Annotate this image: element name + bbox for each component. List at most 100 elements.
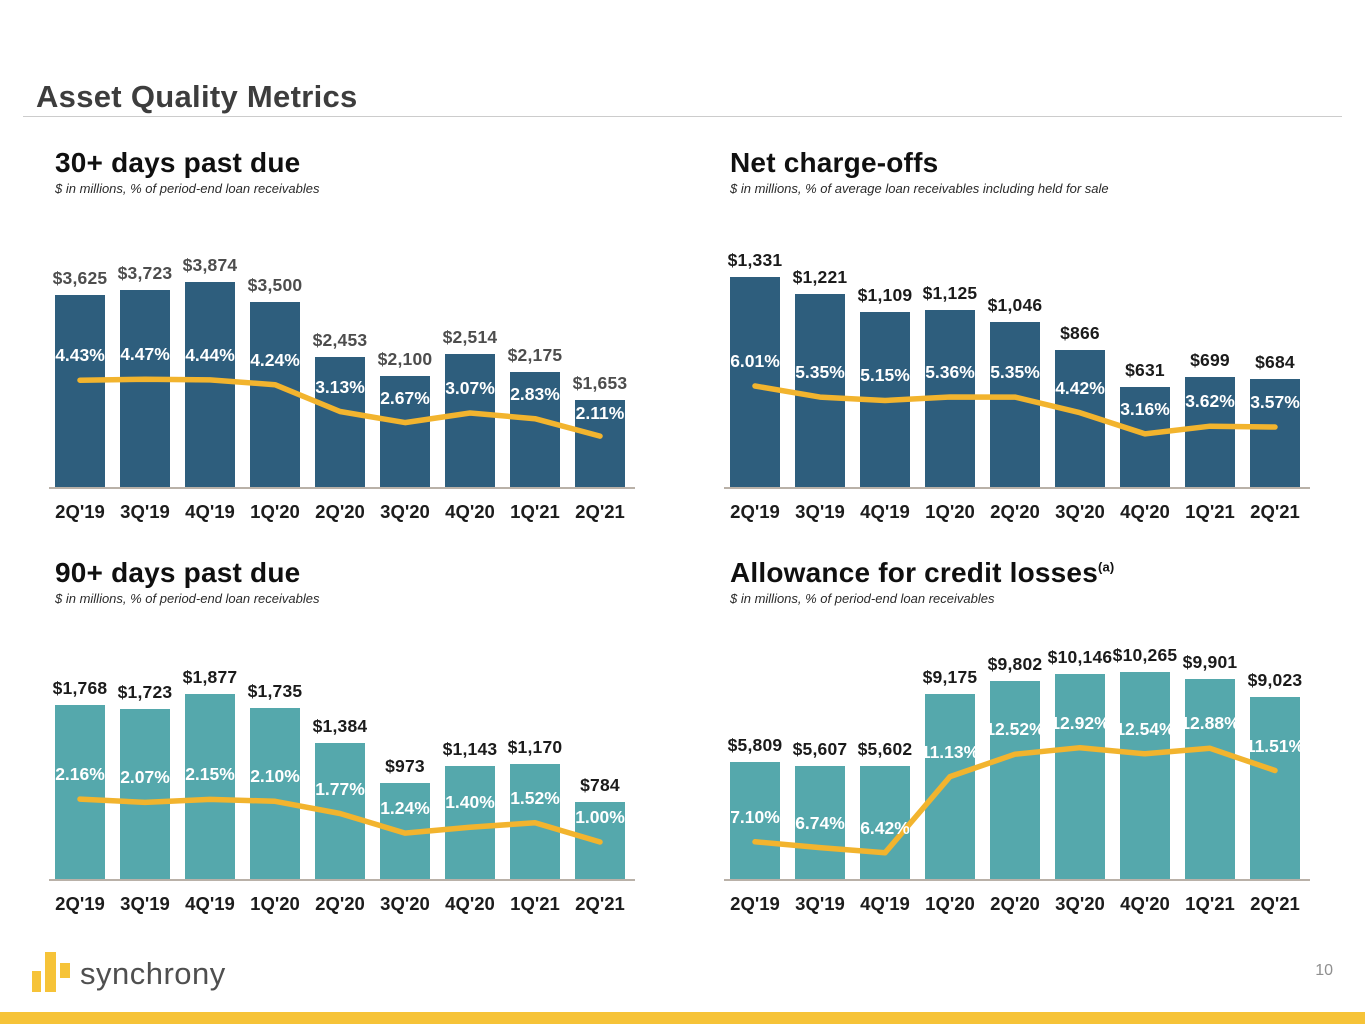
x-axis-baseline: [49, 487, 635, 489]
bar-value-label: $866: [1060, 323, 1100, 344]
bar-value-label: $1,877: [182, 667, 238, 687]
bar-value-label: $9,023: [1247, 670, 1303, 691]
x-axis-tick-label: 3Q'19: [120, 893, 170, 914]
x-axis-tick-label: 3Q'19: [120, 501, 170, 522]
chart-plot: $1,331 6.01% 2Q'19 $1,221 5.35% 3Q'19 $1,109 5.…: [724, 234, 1310, 525]
bar-percent-label: 1.77%: [315, 778, 365, 799]
x-axis-tick-label: 1Q'21: [510, 501, 560, 522]
bar-value-label: $1,125: [922, 282, 978, 303]
bar-value-label: $10,265: [1112, 645, 1178, 665]
bar: [860, 766, 910, 879]
x-axis-tick-label: 1Q'21: [1185, 501, 1235, 522]
bar-percent-label: 11.13%: [920, 741, 980, 762]
bar: [1120, 387, 1170, 487]
bar: [185, 694, 235, 879]
x-axis-tick-label: 2Q'19: [730, 893, 780, 914]
bar: [990, 321, 1040, 487]
bar-percent-label: 1.00%: [575, 807, 625, 827]
trend-line: [77, 796, 603, 845]
bar-value-label: $2,100: [377, 348, 433, 369]
chart-panel-2: Net charge-offs $ in millions, % of avera…: [724, 146, 1330, 525]
bar-percent-label: 2.10%: [250, 766, 300, 787]
bar-percent-label: 4.43%: [55, 345, 105, 366]
x-axis-tick-label: 3Q'20: [380, 501, 430, 522]
bar: [575, 399, 625, 487]
footer-accent-strip: [0, 1012, 1365, 1024]
bar-value-label: $3,874: [182, 255, 238, 275]
bar-percent-label: 4.44%: [185, 344, 235, 365]
bar-percent-label: 6.74%: [795, 812, 845, 833]
trend-line: [752, 744, 1278, 856]
x-axis-tick-label: 4Q'20: [1120, 501, 1170, 522]
bar-value-label: $1,221: [792, 267, 848, 288]
logo-bar-tall: [45, 952, 56, 992]
x-axis-baseline: [49, 879, 635, 881]
x-axis-tick-label: 2Q'19: [55, 501, 105, 522]
bar-percent-label: 12.92%: [1050, 712, 1110, 733]
bar: [55, 704, 105, 879]
bar-value-label: $2,175: [507, 344, 563, 365]
bar-percent-label: 3.07%: [445, 377, 495, 398]
bar-value-label: $684: [1255, 352, 1295, 373]
x-axis-tick-label: 2Q'19: [55, 893, 105, 914]
chart-subtitle: $ in millions, % of period-end loan rece…: [55, 181, 320, 196]
bar-value-label: $1,768: [52, 677, 108, 698]
bar-value-label: $3,625: [52, 268, 108, 289]
x-axis-tick-label: 3Q'20: [1055, 501, 1105, 522]
bar: [380, 375, 430, 487]
bar: [250, 708, 300, 879]
bar-percent-label: 1.52%: [510, 787, 560, 808]
trend-line: [77, 376, 603, 439]
bar-percent-label: 5.36%: [925, 361, 975, 382]
chart-panel-4: Allowance for credit losses(a) $ in milli…: [724, 556, 1330, 917]
bar-percent-label: 5.15%: [860, 365, 910, 386]
bar: [1250, 697, 1300, 879]
bar: [120, 290, 170, 487]
chart-plot: $3,625 4.43% 2Q'19 $3,723 4.47% 3Q'19 $3,874 4.…: [49, 234, 635, 525]
x-axis-tick-label: 4Q'19: [860, 893, 910, 914]
bar: [795, 294, 845, 487]
x-axis-tick-label: 1Q'21: [510, 893, 560, 914]
bar: [1120, 672, 1170, 879]
bar-percent-label: 5.35%: [990, 362, 1040, 383]
x-axis-tick-label: 4Q'19: [185, 501, 235, 522]
bar: [730, 277, 780, 487]
x-axis-tick-label: 4Q'20: [1120, 893, 1170, 914]
bar-percent-label: 7.10%: [730, 806, 780, 827]
bar: [795, 765, 845, 879]
page-title: Asset Quality Metrics: [36, 78, 358, 114]
bar-value-label: $9,901: [1182, 652, 1238, 673]
bar-value-label: $1,653: [572, 372, 628, 393]
bar: [1185, 679, 1235, 879]
bar-value-label: $973: [385, 756, 425, 777]
x-axis-tick-label: 2Q'20: [315, 501, 365, 522]
bar: [445, 353, 495, 487]
x-axis-tick-label: 4Q'20: [445, 501, 495, 522]
bar-percent-label: 12.88%: [1180, 713, 1240, 734]
x-axis-tick-label: 2Q'20: [315, 893, 365, 914]
bar-percent-label: 1.24%: [380, 798, 430, 819]
bar-value-label: $9,802: [987, 654, 1043, 675]
logo-bar-short: [32, 971, 41, 992]
bar: [510, 371, 560, 487]
x-axis-tick-label: 4Q'19: [185, 893, 235, 914]
bar-percent-label: 4.47%: [120, 344, 170, 365]
bar-percent-label: 11.51%: [1245, 735, 1305, 756]
bar-value-label: $1,143: [442, 739, 498, 760]
bar-percent-label: 6.42%: [860, 817, 910, 838]
bar-value-label: $1,735: [247, 681, 303, 701]
bar-percent-label: 1.40%: [445, 792, 495, 813]
bar: [55, 295, 105, 487]
x-axis-tick-label: 1Q'20: [250, 893, 300, 914]
chart-subtitle: $ in millions, % of average loan receiva…: [730, 181, 1109, 196]
bar-value-label: $1,109: [857, 285, 913, 306]
bar-percent-label: 2.15%: [185, 764, 235, 785]
chart-panel-3: 90+ days past due $ in millions, % of per…: [49, 556, 655, 917]
x-axis-tick-label: 2Q'20: [990, 501, 1040, 522]
bar-percent-label: 12.54%: [1115, 718, 1175, 739]
chart-title: Allowance for credit losses(a): [730, 557, 1115, 588]
bar-percent-label: 2.16%: [55, 764, 105, 785]
x-axis-tick-label: 3Q'19: [795, 893, 845, 914]
bar-percent-label: 6.01%: [730, 351, 780, 372]
x-axis-tick-label: 4Q'19: [860, 501, 910, 522]
